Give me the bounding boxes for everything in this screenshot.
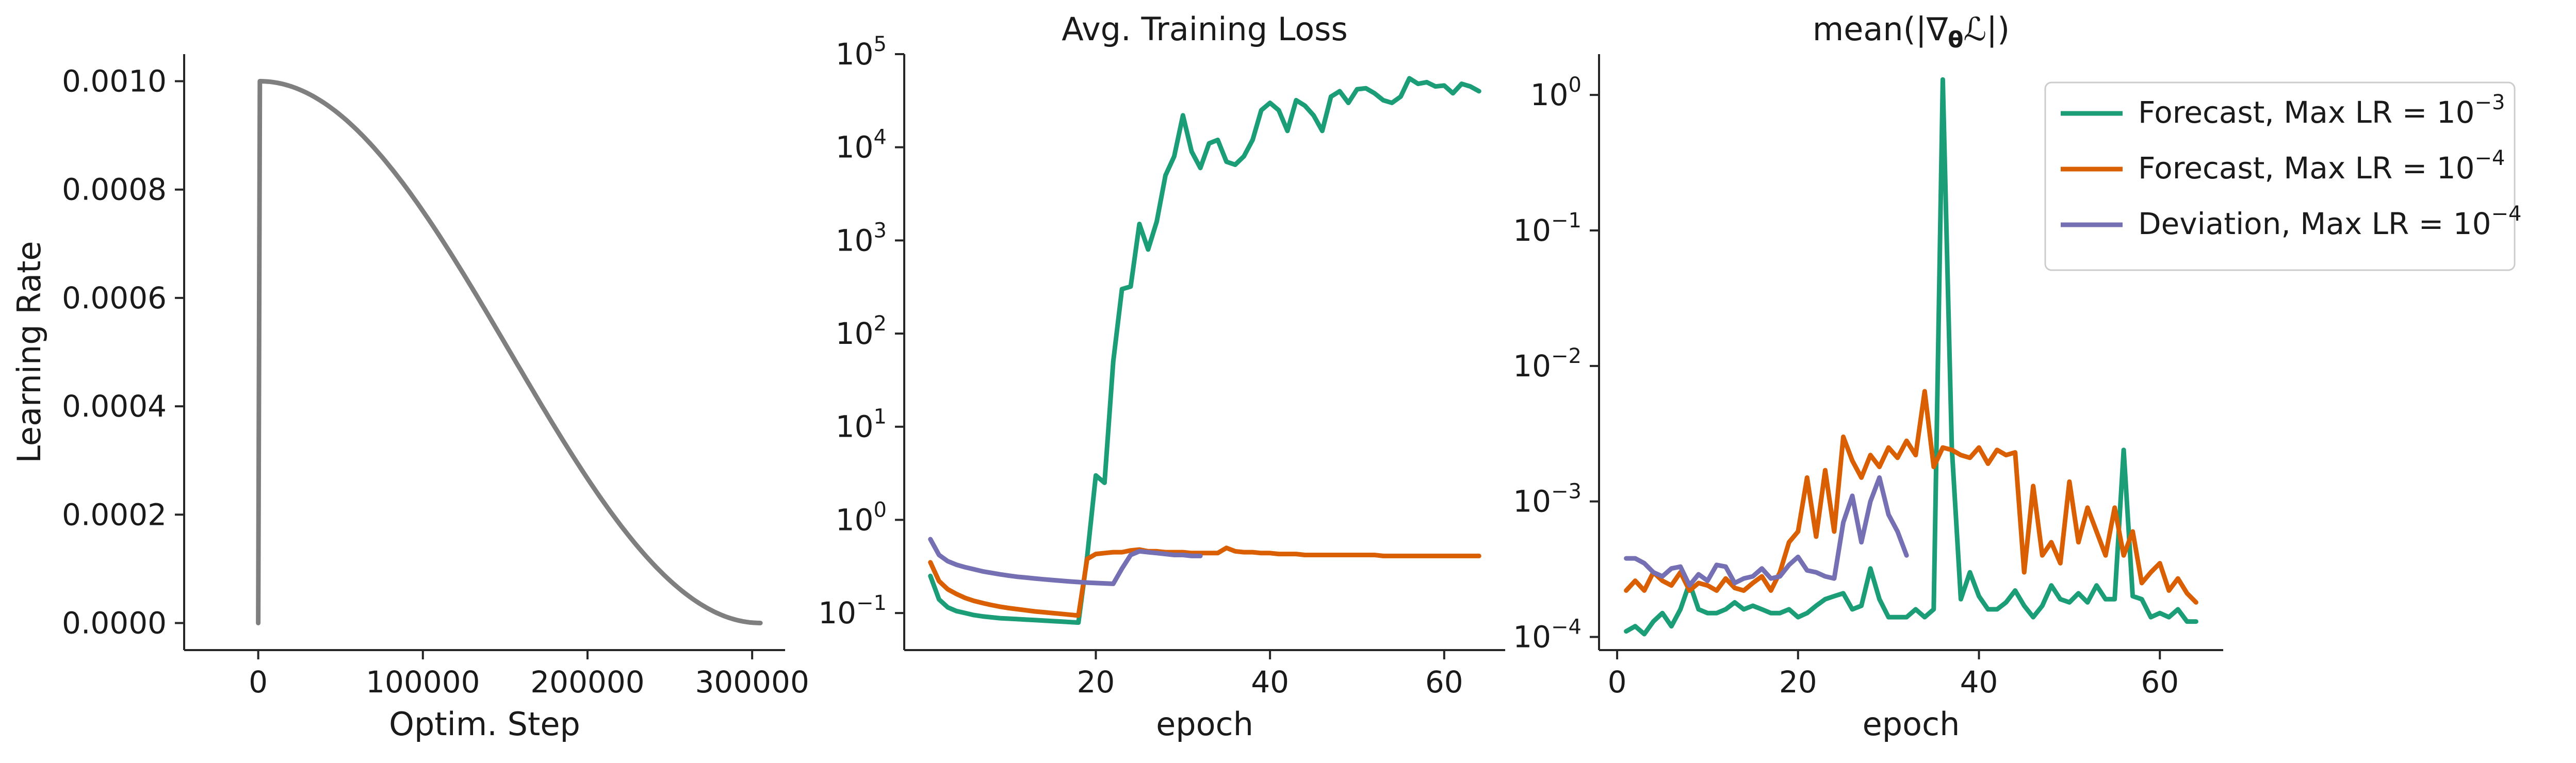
legend-entry-label: Forecast, Max LR = 10−3 (2138, 91, 2505, 130)
y-axis-label: Learning Rate (10, 241, 48, 463)
y-tick-label: 101 (836, 405, 887, 444)
y-tick-label: 105 (836, 32, 887, 72)
x-tick-label: 40 (1960, 665, 1998, 700)
panel-title: Avg. Training Loss (1062, 10, 1348, 48)
x-tick-label: 40 (1251, 665, 1289, 700)
y-tick-label: 0.0004 (62, 389, 167, 424)
x-tick-label: 0 (1608, 665, 1627, 700)
y-tick-label: 0.0008 (62, 172, 167, 207)
x-tick-label: 0 (249, 665, 268, 700)
series-line-1 (928, 545, 1481, 618)
series-line-1 (1624, 389, 2198, 605)
x-tick-label: 200000 (530, 665, 644, 700)
y-tick-label: 100 (836, 498, 887, 537)
y-tick-label: 10−2 (1513, 344, 1582, 384)
x-axis-label: Optim. Step (389, 705, 580, 743)
legend-entry-label: Forecast, Max LR = 10−4 (2138, 146, 2505, 186)
y-tick-label: 100 (1530, 73, 1582, 112)
y-tick-label: 103 (836, 219, 887, 258)
learning-rate-panel: 0 100000 200000 300000 0.0000 0.0002 0.0004 0.0… (10, 54, 809, 743)
legend-entry-label: Deviation, Max LR = 10−4 (2138, 202, 2522, 241)
x-tick-label: 100000 (366, 665, 480, 700)
series-line-2 (1624, 475, 1909, 588)
series-line-2 (928, 537, 1203, 586)
series-line-0 (1624, 77, 2198, 637)
y-tick-label: 102 (836, 312, 887, 351)
x-axis-label: epoch (1156, 705, 1253, 743)
panel-title: mean(|∇θℒ|) (1813, 10, 2010, 53)
y-tick-label: 10−4 (1513, 616, 1582, 655)
x-tick-label: 20 (1779, 665, 1817, 700)
x-tick-label: 60 (2141, 665, 2179, 700)
gradient-mean-panel: 0 20 40 60 10−4 10−3 10−2 10−1 100 epoch mean(|∇θℒ… (1513, 10, 2223, 743)
x-axis-label: epoch (1863, 705, 1960, 743)
x-tick-label: 300000 (695, 665, 809, 700)
y-tick-label: 0.0010 (62, 64, 167, 99)
y-tick-label: 0.0000 (62, 605, 167, 640)
series-line-0 (256, 79, 763, 625)
series-line-0 (928, 76, 1481, 625)
x-tick-label: 60 (1425, 665, 1463, 700)
y-tick-label: 10−3 (1513, 480, 1582, 519)
y-tick-label: 104 (836, 126, 887, 165)
y-tick-label: 10−1 (1513, 209, 1582, 248)
legend: Forecast, Max LR = 10−3 Forecast, Max LR … (2044, 81, 2522, 271)
y-tick-label: 0.0002 (62, 497, 167, 532)
y-tick-label: 0.0006 (62, 280, 167, 316)
training-loss-panel: 20 40 60 10−1 100 101 102 103 104 105 epoch Avg. Tr… (818, 10, 1505, 743)
legend-box (2044, 81, 2516, 271)
x-tick-label: 20 (1077, 665, 1115, 700)
y-tick-label: 10−1 (818, 591, 887, 631)
